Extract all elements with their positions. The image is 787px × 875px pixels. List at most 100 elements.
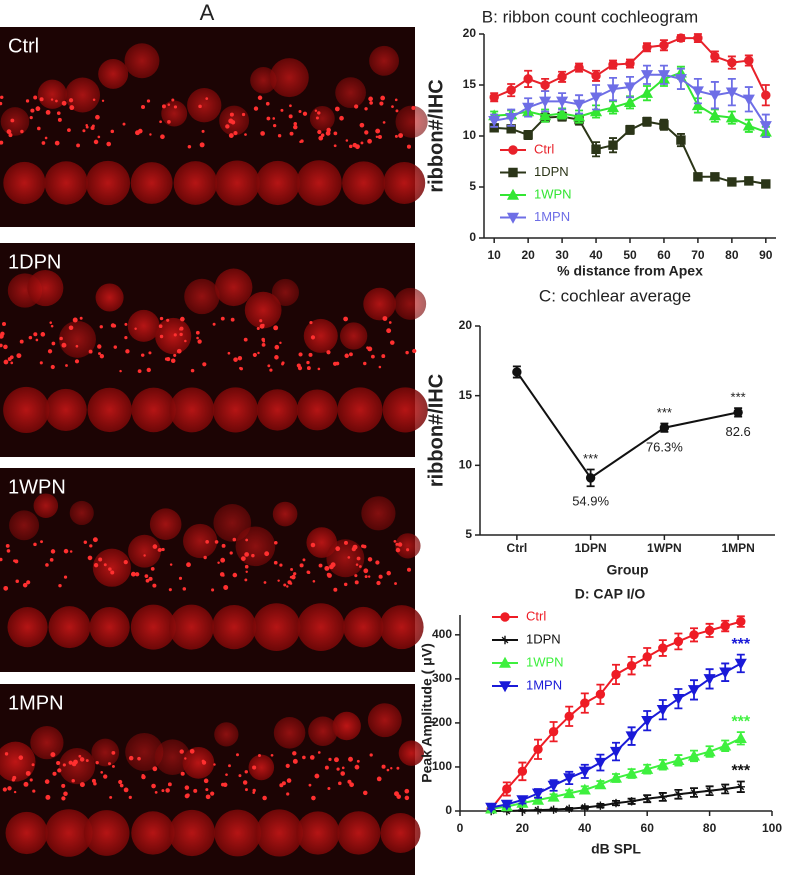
ribbon-dot	[29, 116, 33, 120]
ribbon-dot	[244, 552, 250, 557]
ribbon-dot	[333, 587, 338, 592]
ribbon-dot	[0, 333, 4, 339]
ribbon-dot	[170, 358, 176, 364]
x-axis-label: dB SPL	[591, 841, 641, 857]
ribbon-dot	[159, 316, 164, 321]
ribbon-dot	[14, 559, 19, 564]
ribbon-dot	[302, 111, 308, 116]
marker	[591, 144, 601, 154]
marker	[659, 40, 669, 50]
marker	[689, 788, 699, 797]
ribbon-dot	[310, 542, 316, 548]
ribbon-dot	[363, 361, 367, 366]
ribbon-dot	[171, 98, 175, 102]
ribbon-dot	[324, 565, 330, 571]
marker	[498, 656, 512, 668]
ribbon-dot	[97, 135, 101, 139]
ribbon-dot	[110, 570, 115, 575]
ribbon-dot	[404, 795, 410, 801]
ribbon-dot	[79, 316, 83, 320]
image-label: 1DPN	[8, 251, 61, 273]
ribbon-dot	[97, 344, 102, 349]
marker	[516, 795, 529, 807]
cell	[37, 79, 67, 109]
marker	[727, 57, 737, 68]
ribbon-dot	[50, 549, 56, 554]
ribbon-dot	[269, 368, 273, 372]
ribbon-dot	[228, 133, 234, 138]
ribbon-dot	[389, 340, 395, 345]
cell	[214, 268, 253, 307]
ribbon-dot	[364, 107, 368, 111]
marker	[625, 58, 635, 69]
ribbon-dot	[262, 795, 267, 801]
ribbon-dot	[0, 557, 3, 562]
ribbon-dot	[395, 109, 399, 113]
ribbon-dot	[68, 760, 73, 765]
marker	[608, 59, 618, 70]
ribbon-dot	[243, 337, 248, 342]
panel-title: A	[200, 0, 215, 25]
ribbon-dot	[324, 765, 329, 770]
ribbon-dot	[258, 753, 261, 757]
marker	[517, 766, 528, 777]
ribbon-dot	[92, 537, 98, 543]
marker	[523, 74, 533, 84]
ribbon-dot	[298, 110, 302, 114]
ribbon-dot	[173, 353, 177, 357]
legend-label: Ctrl	[534, 141, 554, 156]
ribbon-dot	[82, 129, 86, 133]
ribbon-dot	[237, 356, 243, 361]
ribbon-dot	[97, 352, 101, 356]
ribbon-dot	[326, 350, 331, 355]
ribbon-dot	[140, 353, 145, 357]
marker	[623, 82, 637, 94]
ribbon-dot	[4, 752, 9, 756]
marker	[759, 121, 772, 133]
ribbon-dot	[128, 795, 132, 799]
ribbon-dot	[205, 540, 209, 544]
ribbon-dot	[290, 568, 294, 571]
ribbon-dot	[285, 763, 290, 768]
ribbon-dot	[315, 116, 319, 120]
ribbon-dot	[213, 763, 216, 766]
marker	[522, 102, 535, 114]
ribbon-dot	[239, 366, 242, 370]
ribbon-dot	[196, 336, 199, 340]
ribbon-dot	[33, 542, 37, 547]
marker	[708, 90, 721, 102]
ribbon-dot	[264, 551, 270, 557]
ribbon-dot	[186, 562, 191, 568]
cell	[269, 58, 309, 98]
marker	[672, 693, 685, 705]
ribbon-dot	[176, 348, 182, 354]
ribbon-dot	[279, 341, 282, 345]
nucleus	[168, 809, 216, 857]
ribbon-dot	[108, 567, 112, 571]
ribbon-dot	[236, 753, 239, 757]
ribbon-dot	[291, 574, 296, 580]
ribbon-dot	[394, 98, 398, 102]
ribbon-dot	[348, 756, 353, 762]
ribbon-dot	[345, 139, 349, 142]
y-tick-label: 100	[432, 759, 452, 773]
x-tick-label: 0	[457, 821, 464, 835]
ribbon-dot	[341, 766, 345, 770]
ribbon-dot	[11, 778, 16, 782]
ribbon-dot	[229, 551, 233, 555]
significance-label: ***	[731, 390, 746, 405]
marker	[687, 749, 701, 761]
marker	[539, 109, 552, 121]
ribbon-dot	[343, 540, 348, 545]
cell	[250, 67, 277, 94]
marker	[574, 62, 584, 73]
ribbon-dot	[158, 324, 163, 329]
marker	[556, 96, 569, 108]
ribbon-dot	[201, 129, 205, 133]
cell	[125, 732, 164, 772]
marker	[547, 780, 560, 792]
ribbon-dot	[368, 96, 373, 102]
marker	[627, 797, 636, 806]
ribbon-dot	[317, 111, 321, 115]
ribbon-dot	[356, 556, 361, 561]
